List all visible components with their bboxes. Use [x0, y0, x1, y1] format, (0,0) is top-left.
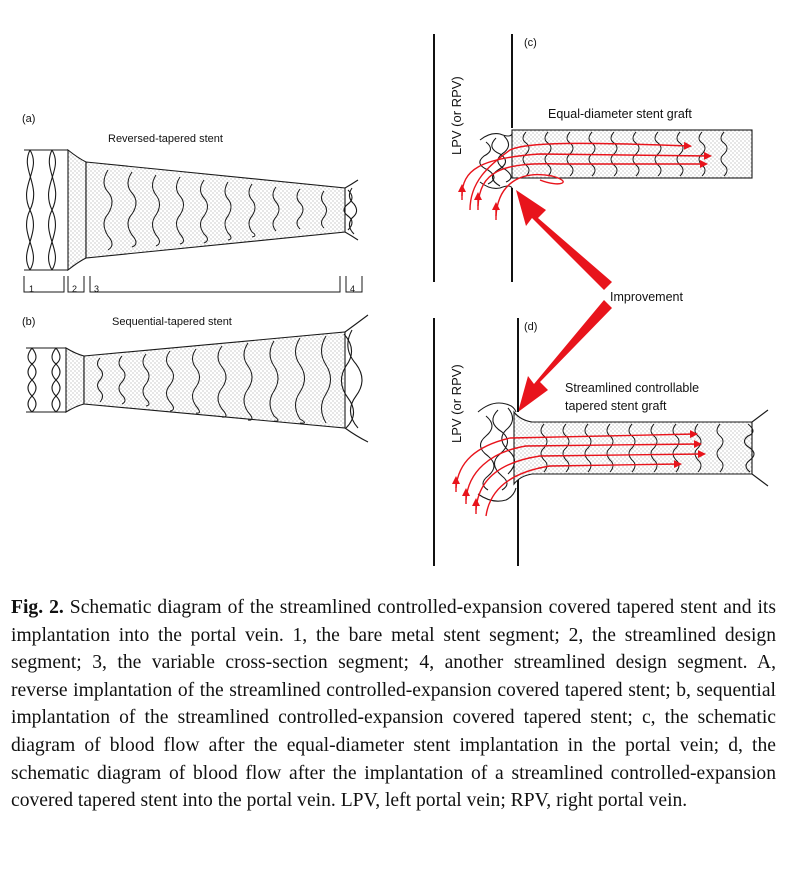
vessel-label-c: LPV (or RPV) [449, 76, 464, 155]
stent-schematic-figure: (a) Reversed-tapered stent [22, 34, 769, 566]
figure-caption: Fig. 2. Schematic diagram of the streaml… [11, 594, 776, 815]
improvement-arrow-up [516, 190, 612, 290]
end-segment-b [340, 314, 369, 443]
end-segment-a [343, 179, 359, 241]
figure-caption-label: Fig. 2. [11, 597, 64, 618]
panel-a-tag: (a) [22, 113, 35, 125]
panel-d-title-line1: Streamlined controllable [565, 381, 699, 395]
streamlined-segment-a [67, 148, 87, 272]
tapered-body-a [85, 161, 346, 259]
vessel-label-d: LPV (or RPV) [449, 364, 464, 443]
blood-flow-arrows-d [452, 430, 706, 517]
improvement-arrow-down [518, 300, 612, 412]
stent-struts-b [97, 335, 331, 424]
panel-c-tag: (c) [524, 37, 537, 49]
panel-a: (a) Reversed-tapered stent [22, 113, 363, 294]
bare-metal-segment-b [26, 347, 66, 413]
segment-brackets [23, 276, 363, 293]
panel-c: LPV (or RPV) (c) Equal-diameter stent gr… [433, 34, 753, 282]
panel-c-title: Equal-diameter stent graft [548, 107, 692, 121]
end-flare-d [743, 409, 769, 487]
segment-label-1: 1 [29, 284, 34, 294]
segment-label-4: 4 [350, 284, 355, 294]
streamlined-graft [513, 410, 753, 486]
panel-d: LPV (or RPV) (d) Streamlined controllabl… [433, 318, 769, 566]
panel-b-tag: (b) [22, 316, 35, 328]
panel-b-title: Sequential-tapered stent [112, 316, 232, 328]
panel-d-tag: (d) [524, 321, 537, 333]
segment-label-2: 2 [72, 284, 77, 294]
stent-struts-a [103, 169, 327, 251]
panel-a-title: Reversed-tapered stent [108, 133, 223, 145]
streamlined-segment-b [65, 347, 85, 413]
figure-caption-text: Schematic diagram of the streamlined con… [11, 597, 776, 812]
segment-label-3: 3 [94, 284, 99, 294]
bare-metal-segment [24, 149, 68, 271]
panel-b: (b) Sequential-tapered stent [22, 314, 369, 443]
blood-flow-arrows-c [458, 141, 712, 220]
bare-stent-flare-c [479, 133, 513, 189]
improvement-indicator: Improvement [516, 190, 683, 412]
panel-d-title-line2: tapered stent graft [565, 399, 667, 413]
improvement-label: Improvement [610, 290, 683, 304]
